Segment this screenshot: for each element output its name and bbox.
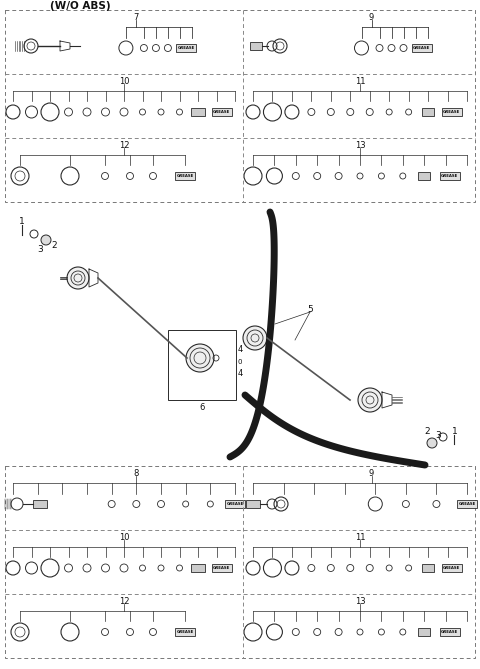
Text: 3: 3 [37, 246, 43, 254]
Text: 4: 4 [238, 345, 242, 355]
Text: 8: 8 [133, 468, 139, 478]
Text: GREASE: GREASE [227, 502, 244, 506]
Bar [212, 108, 231, 116]
Text: 12: 12 [119, 597, 129, 605]
Bar [440, 172, 460, 180]
Circle shape [243, 326, 267, 350]
Text: GREASE: GREASE [443, 110, 460, 114]
Text: GREASE: GREASE [176, 174, 193, 178]
Text: GREASE: GREASE [441, 174, 458, 178]
Text: GREASE: GREASE [213, 110, 230, 114]
Bar [5, 466, 475, 658]
Circle shape [358, 388, 382, 412]
Text: 2: 2 [424, 427, 430, 436]
Text: 11: 11 [355, 76, 365, 86]
Text: 1: 1 [452, 427, 458, 436]
Bar [175, 172, 195, 180]
Text: 9: 9 [369, 13, 374, 21]
Bar [442, 108, 462, 116]
Text: 12: 12 [119, 140, 129, 149]
Bar [33, 500, 47, 508]
Bar [168, 330, 236, 400]
Text: 7: 7 [133, 13, 139, 21]
Bar [212, 564, 231, 572]
Text: GREASE: GREASE [177, 46, 194, 50]
Text: (W/O ABS): (W/O ABS) [50, 1, 110, 11]
Text: 6: 6 [199, 403, 204, 413]
Text: 13: 13 [355, 140, 365, 149]
Text: 11: 11 [355, 533, 365, 541]
Bar [191, 564, 205, 572]
Bar [250, 42, 262, 50]
Text: GREASE: GREASE [441, 630, 458, 634]
Text: 3: 3 [435, 432, 441, 440]
Bar [457, 500, 477, 508]
Bar [175, 628, 195, 636]
Bar [442, 564, 462, 572]
Text: 1: 1 [19, 217, 25, 227]
Circle shape [427, 438, 437, 448]
Bar [411, 44, 432, 52]
Bar [191, 108, 205, 116]
Bar [440, 628, 460, 636]
Text: 10: 10 [119, 76, 129, 86]
Circle shape [41, 235, 51, 245]
Bar [246, 500, 260, 508]
Circle shape [67, 267, 89, 289]
Text: GREASE: GREASE [176, 630, 193, 634]
Text: 13: 13 [355, 597, 365, 605]
Bar [225, 500, 245, 508]
Text: GREASE: GREASE [213, 566, 230, 570]
Circle shape [186, 344, 214, 372]
Text: GREASE: GREASE [443, 566, 460, 570]
Bar [5, 10, 475, 202]
Bar [418, 628, 430, 636]
Bar [422, 108, 434, 116]
Text: 10: 10 [119, 533, 129, 541]
Bar [176, 44, 196, 52]
Bar [418, 172, 430, 180]
Text: 4: 4 [238, 369, 242, 379]
Text: 2: 2 [51, 240, 57, 250]
Text: GREASE: GREASE [413, 46, 430, 50]
Text: 5: 5 [307, 306, 313, 314]
Text: GREASE: GREASE [458, 502, 476, 506]
Bar [422, 564, 434, 572]
Text: 0: 0 [238, 359, 242, 365]
Text: 9: 9 [369, 468, 374, 478]
